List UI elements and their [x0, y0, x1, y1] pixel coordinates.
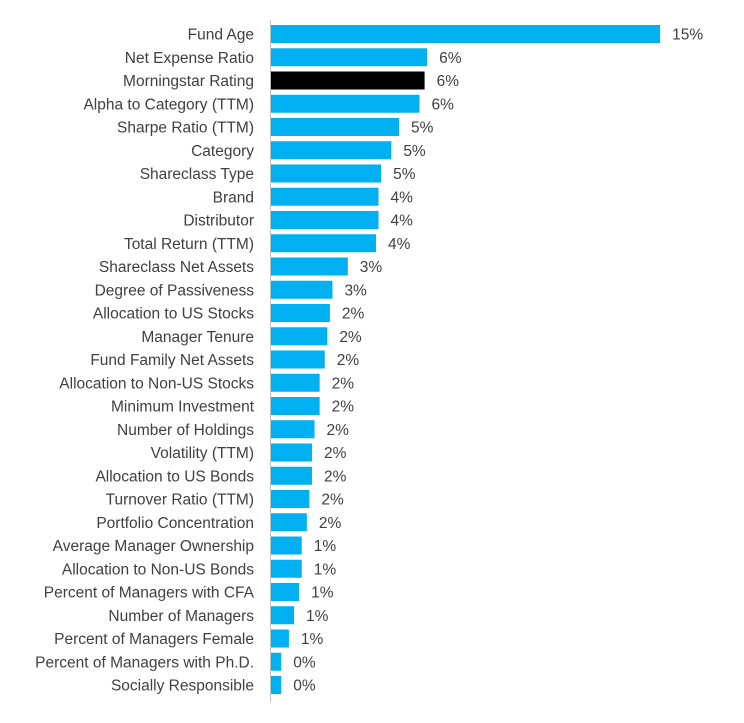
value-label: 1% [314, 561, 337, 578]
category-label: Socially Responsible [111, 678, 254, 695]
category-label: Alpha to Category (TTM) [83, 96, 254, 113]
value-label: 0% [293, 678, 316, 695]
value-label: 0% [293, 654, 316, 671]
bar-degree-of-passiveness [271, 280, 333, 299]
bar-distributor [271, 211, 379, 229]
category-label: Category [191, 143, 254, 160]
category-label: Manager Tenure [141, 329, 254, 346]
value-label: 4% [388, 236, 411, 253]
value-label: 2% [324, 468, 347, 485]
category-label: Shareclass Net Assets [99, 259, 254, 276]
bar-turnover-ratio-ttm [271, 490, 310, 508]
value-label: 6% [439, 50, 462, 67]
bar-alpha-to-category-ttm [271, 94, 420, 113]
value-label: 3% [360, 259, 383, 276]
bar-portfolio-concentration [271, 513, 307, 532]
value-label: 5% [403, 143, 426, 160]
category-label: Average Manager Ownership [53, 538, 254, 555]
value-label: 15% [672, 27, 703, 44]
value-label: 1% [314, 538, 337, 555]
category-label: Percent of Managers with Ph.D. [35, 654, 254, 671]
category-label: Degree of Passiveness [95, 282, 255, 299]
category-label: Allocation to US Bonds [95, 468, 254, 485]
bar-number-of-managers [271, 606, 295, 625]
category-label: Volatility (TTM) [151, 445, 254, 462]
category-label: Total Return (TTM) [124, 236, 254, 253]
category-label: Brand [213, 189, 254, 206]
bar-percent-of-managers-with-cfa [271, 583, 300, 601]
category-label: Percent of Managers with CFA [44, 585, 255, 602]
value-label: 1% [306, 608, 329, 625]
category-label: Morningstar Rating [123, 73, 254, 90]
value-label: 2% [339, 329, 362, 346]
bar-morningstar-rating [271, 71, 425, 90]
value-label: 2% [332, 399, 355, 416]
value-label: 2% [327, 422, 350, 439]
bar-volatility-ttm [271, 443, 312, 462]
bar-number-of-holdings [271, 420, 315, 439]
value-label: 5% [393, 166, 416, 183]
value-label: 4% [391, 189, 414, 206]
bar-category [271, 141, 392, 160]
value-label: 2% [342, 306, 365, 323]
value-label: 2% [332, 375, 355, 392]
category-label: Number of Managers [108, 608, 254, 625]
bar-allocation-to-us-bonds [271, 466, 312, 485]
category-label: Number of Holdings [117, 422, 254, 439]
category-label: Shareclass Type [140, 166, 254, 183]
bar-manager-tenure [271, 327, 328, 346]
bar-percent-of-managers-with-ph-d [271, 652, 282, 671]
bar-allocation-to-us-stocks [271, 304, 330, 322]
bar-net-expense-ratio [271, 48, 428, 67]
bar-shareclass-type [271, 164, 382, 183]
category-label: Portfolio Concentration [96, 515, 254, 532]
value-label: 2% [319, 515, 342, 532]
category-label: Turnover Ratio (TTM) [106, 492, 254, 509]
category-label: Net Expense Ratio [125, 50, 254, 67]
category-label: Distributor [183, 213, 254, 230]
value-label: 1% [311, 585, 334, 602]
value-label: 5% [411, 120, 434, 137]
value-label: 2% [337, 352, 360, 369]
bar-allocation-to-non-us-bonds [271, 559, 302, 578]
bar-fund-age [271, 25, 661, 43]
category-label: Fund Age [188, 27, 254, 44]
value-label: 2% [321, 492, 344, 509]
value-label: 3% [344, 282, 367, 299]
bar-allocation-to-non-us-stocks [271, 373, 320, 392]
category-label: Fund Family Net Assets [90, 352, 254, 369]
value-label: 4% [391, 213, 414, 230]
bar-sharpe-ratio-ttm [271, 118, 399, 136]
bar-brand [271, 187, 379, 206]
bar-average-manager-ownership [271, 536, 302, 555]
category-label: Allocation to Non-US Stocks [59, 375, 254, 392]
bar-total-return-ttm [271, 234, 376, 253]
bar-shareclass-net-assets [271, 257, 348, 276]
category-label: Allocation to Non-US Bonds [62, 561, 254, 578]
category-label: Percent of Managers Female [54, 631, 254, 648]
value-label: 2% [324, 445, 347, 462]
bar-percent-of-managers-female [271, 629, 289, 648]
value-label: 6% [437, 73, 460, 90]
category-label: Minimum Investment [111, 399, 255, 416]
bar-socially-responsible [271, 676, 282, 694]
bars-group [271, 25, 661, 694]
category-label: Sharpe Ratio (TTM) [117, 120, 254, 137]
category-label: Allocation to US Stocks [93, 306, 254, 323]
value-labels-group: 15% 6% 6% 6% 5% 5% 5% 4% 4% 4% 3% 3% 2% 2% 2% 2% 2% 2% 2% 2… [293, 27, 703, 695]
bar-fund-family-net-assets [271, 350, 325, 369]
value-label: 1% [301, 631, 324, 648]
value-label: 6% [431, 96, 454, 113]
bar-minimum-investment [271, 397, 320, 415]
category-labels-group: Fund Age Net Expense Ratio Morningstar Rat… [35, 27, 255, 695]
